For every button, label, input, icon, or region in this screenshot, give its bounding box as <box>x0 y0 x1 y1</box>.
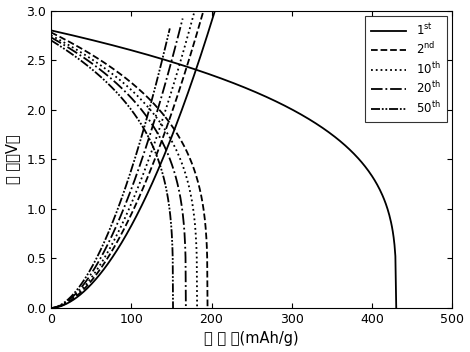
10$^{\rm th}$ <box>154 115 159 120</box>
20$^{\rm th}$ <box>146 118 152 122</box>
10$^{\rm th}$ <box>194 306 200 310</box>
2$^{\rm nd}$ <box>147 97 152 101</box>
20$^{\rm th}$ <box>133 101 139 105</box>
50$^{\rm th}$ <box>125 103 131 107</box>
10$^{\rm th}$ <box>66 43 71 47</box>
1$^{\rm st}$ <box>266 96 271 100</box>
2$^{\rm nd}$ <box>205 306 211 310</box>
1$^{\rm st}$ <box>48 28 54 32</box>
1$^{\rm st}$ <box>298 112 303 116</box>
2$^{\rm nd}$ <box>162 114 168 119</box>
50$^{\rm th}$ <box>170 306 176 310</box>
1$^{\rm st}$ <box>90 38 95 42</box>
50$^{\rm th}$ <box>63 48 69 52</box>
2$^{\rm nd}$ <box>67 40 73 44</box>
50$^{\rm th}$ <box>88 66 94 70</box>
1$^{\rm st}$ <box>185 65 190 69</box>
10$^{\rm th}$ <box>96 62 102 66</box>
20$^{\rm th}$ <box>146 117 151 121</box>
10$^{\rm th}$ <box>140 99 146 103</box>
1$^{\rm st}$ <box>393 306 399 310</box>
Legend: 1$^{\rm st}$, 2$^{\rm nd}$, 10$^{\rm th}$, 20$^{\rm th}$, 50$^{\rm th}$: 1$^{\rm st}$, 2$^{\rm nd}$, 10$^{\rm th}… <box>365 17 446 122</box>
10$^{\rm th}$ <box>106 69 112 73</box>
1$^{\rm st}$ <box>299 113 305 117</box>
Line: 20$^{\rm th}$: 20$^{\rm th}$ <box>51 37 186 308</box>
2$^{\rm nd}$ <box>161 113 167 118</box>
20$^{\rm th}$ <box>48 35 54 39</box>
Y-axis label: 电 压（V）: 电 压（V） <box>6 134 21 184</box>
Line: 10$^{\rm th}$: 10$^{\rm th}$ <box>51 35 197 308</box>
50$^{\rm th}$ <box>48 38 54 42</box>
Line: 2$^{\rm nd}$: 2$^{\rm nd}$ <box>51 32 208 308</box>
20$^{\rm th}$ <box>102 71 107 75</box>
2$^{\rm nd}$ <box>110 67 116 71</box>
2$^{\rm nd}$ <box>99 59 105 63</box>
50$^{\rm th}$ <box>96 74 102 78</box>
X-axis label: 比 容 量(mAh/g): 比 容 量(mAh/g) <box>204 332 299 346</box>
20$^{\rm th}$ <box>92 63 98 68</box>
20$^{\rm th}$ <box>183 306 188 310</box>
10$^{\rm th}$ <box>154 116 160 120</box>
Line: 50$^{\rm th}$: 50$^{\rm th}$ <box>51 40 173 308</box>
1$^{\rm st}$ <box>161 57 166 62</box>
20$^{\rm th}$ <box>64 45 70 49</box>
Line: 1$^{\rm st}$: 1$^{\rm st}$ <box>51 30 396 308</box>
2$^{\rm nd}$ <box>48 30 54 34</box>
50$^{\rm th}$ <box>137 120 142 124</box>
10$^{\rm th}$ <box>48 33 54 37</box>
50$^{\rm th}$ <box>136 119 142 123</box>
